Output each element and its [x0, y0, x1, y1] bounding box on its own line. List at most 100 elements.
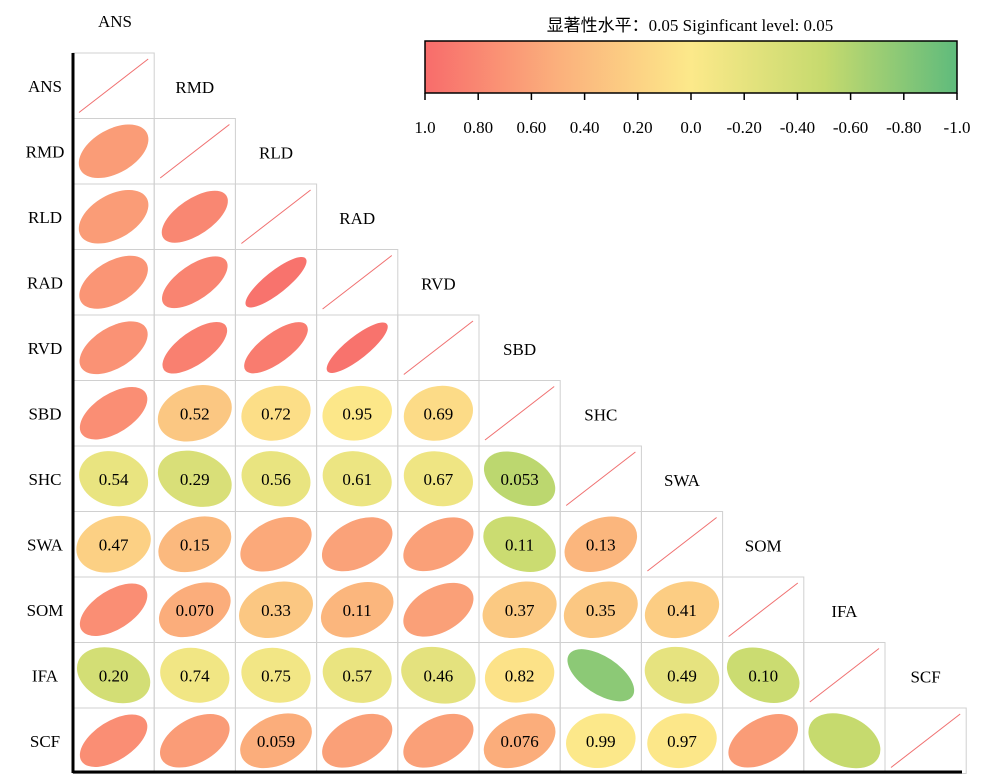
legend-tick-label: 0.0	[680, 118, 701, 137]
correlation-ellipse	[241, 385, 311, 441]
column-label: RLD	[259, 144, 293, 163]
column-label: RAD	[339, 209, 375, 228]
correlation-ellipse	[162, 322, 228, 374]
correlation-ellipse	[483, 451, 556, 507]
correlation-ellipse	[403, 713, 474, 768]
correlation-ellipse	[566, 713, 636, 769]
legend-color-bar	[424, 40, 958, 94]
correlation-ellipse	[483, 516, 556, 572]
correlation-ellipse	[158, 582, 231, 638]
correlation-ellipse	[158, 516, 232, 573]
legend-tick-label: 1.0	[414, 118, 435, 137]
correlation-ellipse	[401, 646, 476, 704]
correlation-ellipse	[322, 647, 392, 703]
p-value-label: 0.99	[586, 732, 616, 751]
diagonal-line	[78, 58, 149, 113]
correlation-ellipse	[644, 646, 720, 704]
row-label: IFA	[32, 666, 59, 685]
column-label: RVD	[421, 275, 456, 294]
correlation-ellipse	[244, 322, 308, 374]
p-value-label: 0.47	[99, 535, 129, 554]
correlation-ellipse	[563, 581, 638, 638]
correlation-ellipse	[322, 713, 393, 768]
diagonal-line	[647, 517, 717, 572]
column-label: SHC	[584, 406, 617, 425]
legend-tick-label: -0.60	[833, 118, 868, 137]
correlation-ellipse	[160, 647, 230, 703]
correlation-ellipse	[647, 713, 717, 769]
correlation-ellipse	[567, 649, 635, 702]
p-value-label: 0.72	[261, 404, 291, 423]
legend-title: 显著性水平：0.05 Siginficant level: 0.05	[547, 16, 834, 35]
correlation-ellipse	[484, 647, 555, 703]
correlation-ellipse	[239, 581, 313, 638]
correlation-ellipse	[240, 713, 312, 769]
correlation-ellipse	[160, 713, 230, 768]
p-value-label: 0.69	[424, 404, 454, 423]
correlation-ellipse	[321, 517, 393, 572]
correlation-ellipse	[483, 713, 556, 769]
p-value-label: 0.37	[505, 601, 535, 620]
column-label: SWA	[664, 471, 701, 490]
legend-tick-label: -1.0	[944, 118, 971, 137]
correlation-ellipse	[76, 647, 151, 704]
p-value-label: 0.46	[424, 666, 454, 685]
correlation-ellipse	[157, 385, 232, 442]
correlation-ellipse	[157, 450, 232, 507]
correlation-ellipse	[245, 257, 307, 308]
p-value-label: 0.059	[257, 732, 295, 751]
correlation-ellipse	[161, 190, 228, 243]
row-label: SCF	[30, 732, 60, 751]
p-value-label: 0.54	[99, 470, 129, 489]
correlation-ellipse	[241, 647, 311, 703]
diagonal-line	[565, 451, 636, 506]
correlation-ellipse	[322, 385, 392, 441]
p-value-label: 0.10	[748, 666, 778, 685]
legend-tick-label: -0.20	[726, 118, 761, 137]
p-value-label: 0.61	[342, 470, 372, 489]
correlation-ellipse	[726, 647, 800, 703]
column-label: SCF	[910, 668, 940, 687]
row-label: RLD	[28, 208, 62, 227]
legend-tick-label: -0.40	[780, 118, 815, 137]
row-label: ANS	[28, 77, 62, 96]
correlation-ellipse	[564, 516, 638, 572]
correlation-ellipse	[240, 516, 312, 572]
p-value-label: 0.35	[586, 601, 616, 620]
p-value-label: 0.15	[180, 535, 210, 554]
correlation-ellipse	[78, 189, 149, 244]
p-value-label: 0.75	[261, 666, 291, 685]
column-labels: ANS RMD RLD RAD RVD SBD SHC SWA SOM IFA SCF	[98, 12, 941, 687]
correlation-ellipse	[728, 713, 798, 768]
correlation-ellipse	[403, 582, 474, 637]
correlation-ellipse	[403, 385, 474, 441]
row-label: SBD	[28, 404, 61, 423]
diagonal-line	[484, 386, 555, 441]
p-value-label: 0.053	[500, 470, 538, 489]
p-value-label: 0.11	[343, 601, 372, 620]
p-value-label: 0.97	[667, 732, 697, 751]
legend: 显著性水平：0.05 Siginficant level: 0.05 1.0 0.…	[414, 16, 970, 137]
p-value-label: 0.11	[505, 535, 534, 554]
diagonal-line	[890, 713, 961, 768]
p-value-label: 0.57	[342, 666, 372, 685]
diagonal-line	[809, 648, 880, 703]
row-label: SHC	[28, 470, 61, 489]
legend-tick-label: 0.40	[570, 118, 600, 137]
diagonal-line	[322, 255, 393, 310]
row-label: SWA	[27, 535, 64, 554]
correlation-ellipse	[79, 583, 148, 636]
p-value-label: 0.67	[424, 470, 454, 489]
p-value-label: 0.070	[176, 601, 214, 620]
p-value-label: 0.13	[586, 535, 616, 554]
diagonal-line	[403, 320, 474, 375]
p-value-label: 0.52	[180, 404, 210, 423]
p-value-label: 0.076	[500, 732, 538, 751]
p-value-label: 0.33	[261, 601, 291, 620]
diagonal-line	[728, 582, 799, 637]
legend-tick-label: -0.80	[886, 118, 921, 137]
row-label: RVD	[28, 339, 63, 358]
legend-ticks: 1.0 0.80 0.60 0.40 0.20 0.0 -0.20 -0.40 -0.60 -0.…	[414, 93, 970, 137]
p-value-label: 0.74	[180, 666, 210, 685]
